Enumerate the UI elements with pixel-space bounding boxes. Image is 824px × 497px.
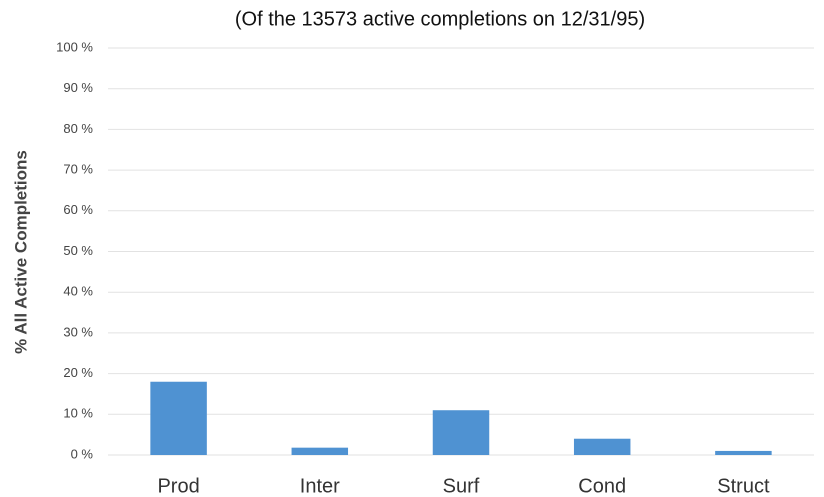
y-tick-label: 50 % bbox=[63, 243, 93, 258]
x-tick-label: Inter bbox=[300, 475, 340, 497]
bar bbox=[291, 447, 349, 455]
x-tick-label: Cond bbox=[578, 475, 626, 497]
y-tick-label: 10 % bbox=[63, 406, 93, 421]
y-tick-label: 100 % bbox=[56, 39, 93, 54]
y-tick-label: 30 % bbox=[63, 324, 93, 339]
y-tick-label: 20 % bbox=[63, 365, 93, 380]
y-tick-label: 70 % bbox=[63, 162, 93, 177]
y-tick-label: 40 % bbox=[63, 284, 93, 299]
bar bbox=[432, 410, 490, 455]
chart-title: (Of the 13573 active completions on 12/3… bbox=[235, 8, 645, 30]
y-tick-label: 90 % bbox=[63, 80, 93, 95]
x-tick-label: Struct bbox=[717, 475, 770, 497]
bar bbox=[150, 381, 207, 455]
y-tick-label: 80 % bbox=[63, 121, 93, 136]
bar bbox=[573, 438, 631, 455]
y-tick-label: 60 % bbox=[63, 202, 93, 217]
y-tick-label: 0 % bbox=[71, 446, 94, 461]
y-axis-label: % All Active Completions bbox=[11, 150, 30, 354]
bar bbox=[715, 450, 772, 455]
x-tick-label: Prod bbox=[157, 475, 199, 497]
x-tick-label: Surf bbox=[443, 475, 480, 497]
